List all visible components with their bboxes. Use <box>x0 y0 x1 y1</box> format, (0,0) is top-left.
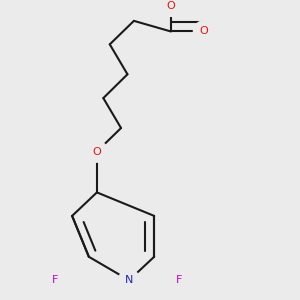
Text: F: F <box>52 275 58 285</box>
Circle shape <box>44 270 66 291</box>
Text: N: N <box>125 275 133 285</box>
Circle shape <box>118 270 140 291</box>
Text: O: O <box>200 26 208 37</box>
Circle shape <box>168 270 190 291</box>
Text: O: O <box>92 146 101 157</box>
Text: F: F <box>176 275 182 285</box>
Circle shape <box>86 141 107 162</box>
Text: O: O <box>167 1 175 11</box>
Circle shape <box>160 0 182 16</box>
Circle shape <box>194 21 215 42</box>
